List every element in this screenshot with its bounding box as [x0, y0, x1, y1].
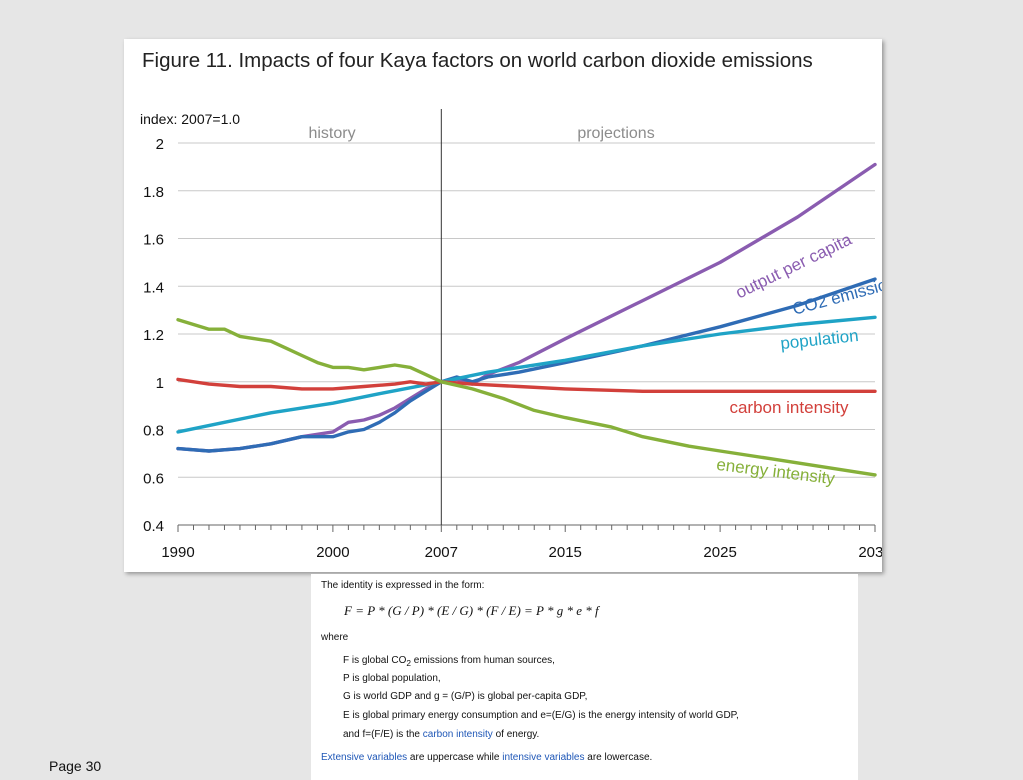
y-tick-label: 0.4 [143, 518, 164, 535]
page-number: Page 30 [49, 758, 102, 774]
x-tick-label: 2000 [316, 544, 349, 561]
note-line-f: F is global CO2 emissions from human sou… [343, 655, 555, 668]
intensive-variables-link[interactable]: intensive variables [502, 752, 585, 763]
region-label-projections: projections [577, 125, 654, 142]
y-tick-label: 1.8 [143, 184, 164, 201]
chart-card: Figure 11. Impacts of four Kaya factors … [124, 39, 882, 572]
extensive-variables-link[interactable]: Extensive variables [321, 752, 408, 763]
note-footer-post: are lowercase. [584, 752, 653, 763]
y-tick-label: 1 [156, 375, 164, 392]
series-label-co2-emissions: CO2 emissions [790, 271, 882, 319]
series-line-energy-intensity [176, 318, 877, 477]
y-tick-label: 1.2 [143, 327, 164, 344]
carbon-intensity-link[interactable]: carbon intensity [422, 729, 493, 740]
x-tick-label: 1990 [161, 544, 194, 561]
note-line-f-post: emissions from human sources, [411, 655, 555, 666]
note-line-cf-pre: and f=(F/E) is the [343, 729, 423, 740]
y-tick-label: 1.4 [143, 279, 164, 296]
kaya-identity-note: The identity is expressed in the form: F… [311, 574, 858, 780]
note-line-f-sub: 2 [406, 658, 411, 668]
y-axis-unit-label: index: 2007=1.0 [140, 111, 241, 127]
y-tick-label: 0.8 [143, 423, 164, 440]
x-tick-label: 2025 [703, 544, 736, 561]
note-line-e: E is global primary energy consumption a… [343, 710, 739, 721]
y-tick-label: 2 [156, 136, 164, 153]
series-label-carbon-intensity: carbon intensity [729, 398, 849, 417]
series-label-population: population [779, 326, 859, 353]
y-tick-label: 0.6 [143, 470, 164, 487]
y-tick-label: 1.6 [143, 232, 164, 249]
note-line-f-pre: F is global CO [343, 655, 407, 666]
note-footer-mid: are uppercase while [407, 752, 503, 763]
x-tick-label: 2035 [858, 544, 882, 561]
note-line-p: P is global population, [343, 673, 441, 684]
line-chart: 0.4 0.6 0.8 1 1.2 1.4 1.6 1.8 2 1990 2000 2007 2015 2… [143, 109, 882, 561]
x-tick-label: 2015 [549, 544, 582, 561]
x-tick-label: 2007 [425, 544, 458, 561]
note-footer: Extensive variables are uppercase while … [321, 752, 652, 763]
chart-title: Figure 11. Impacts of four Kaya factors … [142, 49, 813, 72]
note-line-cf: and f=(F/E) is the carbon intensity of e… [343, 729, 539, 740]
note-intro: The identity is expressed in the form: [321, 580, 485, 591]
note-where: where [321, 632, 349, 643]
series-line-population [176, 315, 877, 434]
series-line-carbon-intensity [176, 377, 877, 393]
region-label-history: history [308, 125, 355, 142]
note-formula: F = P * (G / P) * (E / G) * (F / E) = P … [344, 603, 599, 618]
note-line-cf-post: of energy. [492, 729, 540, 740]
note-line-g: G is world GDP and g = (G/P) is global p… [343, 691, 588, 702]
